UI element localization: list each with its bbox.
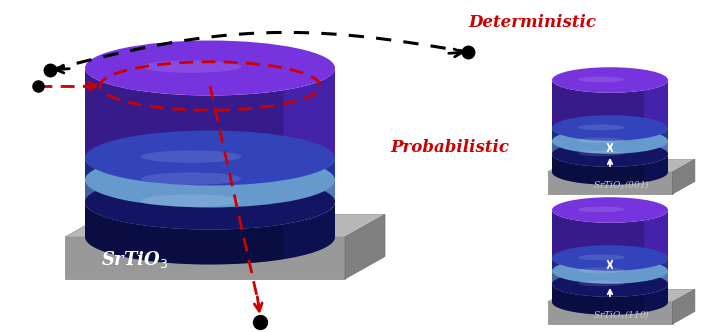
Polygon shape [672, 290, 695, 324]
Ellipse shape [552, 271, 668, 297]
Polygon shape [552, 271, 644, 297]
Polygon shape [85, 158, 284, 208]
Ellipse shape [141, 150, 241, 163]
Polygon shape [552, 284, 668, 315]
Ellipse shape [141, 195, 241, 207]
Polygon shape [547, 159, 695, 172]
Ellipse shape [578, 137, 624, 143]
Ellipse shape [552, 128, 668, 154]
Polygon shape [552, 128, 668, 154]
Polygon shape [552, 141, 668, 167]
Polygon shape [552, 128, 644, 154]
Text: SrTiO$_3$(001): SrTiO$_3$(001) [593, 178, 649, 191]
Ellipse shape [578, 150, 624, 156]
Text: Deterministic: Deterministic [468, 14, 596, 31]
Ellipse shape [141, 172, 241, 185]
Ellipse shape [578, 268, 624, 273]
Polygon shape [85, 158, 335, 208]
Polygon shape [345, 214, 385, 279]
Ellipse shape [552, 67, 668, 93]
Polygon shape [547, 172, 672, 194]
Polygon shape [552, 271, 668, 297]
Polygon shape [552, 80, 644, 141]
Ellipse shape [578, 255, 624, 260]
Text: Probabilistic: Probabilistic [390, 138, 509, 155]
Ellipse shape [552, 258, 668, 284]
Polygon shape [552, 154, 644, 185]
Polygon shape [85, 202, 335, 265]
Text: SrTiO$_3$(110): SrTiO$_3$(110) [593, 308, 649, 321]
Polygon shape [547, 302, 672, 324]
Polygon shape [65, 237, 345, 279]
Polygon shape [552, 258, 644, 284]
Polygon shape [672, 159, 695, 194]
Polygon shape [552, 210, 644, 271]
Ellipse shape [578, 207, 624, 212]
Ellipse shape [552, 141, 668, 167]
Ellipse shape [85, 175, 335, 229]
Polygon shape [552, 154, 668, 185]
Polygon shape [552, 258, 668, 284]
Polygon shape [85, 68, 335, 186]
Polygon shape [552, 210, 668, 271]
Polygon shape [552, 284, 644, 315]
Ellipse shape [578, 281, 624, 286]
Polygon shape [85, 180, 335, 229]
Ellipse shape [552, 115, 668, 141]
Polygon shape [552, 80, 668, 141]
Polygon shape [547, 290, 695, 302]
Polygon shape [85, 202, 284, 265]
Ellipse shape [85, 152, 335, 208]
Polygon shape [85, 180, 284, 229]
Text: SrTiO$_3$: SrTiO$_3$ [102, 248, 168, 270]
Polygon shape [65, 214, 385, 237]
Ellipse shape [578, 124, 624, 130]
Ellipse shape [578, 76, 624, 82]
Ellipse shape [141, 60, 241, 73]
Ellipse shape [85, 130, 335, 186]
Ellipse shape [552, 197, 668, 223]
Ellipse shape [552, 245, 668, 271]
Polygon shape [85, 68, 284, 186]
Polygon shape [552, 141, 644, 167]
Ellipse shape [85, 41, 335, 96]
